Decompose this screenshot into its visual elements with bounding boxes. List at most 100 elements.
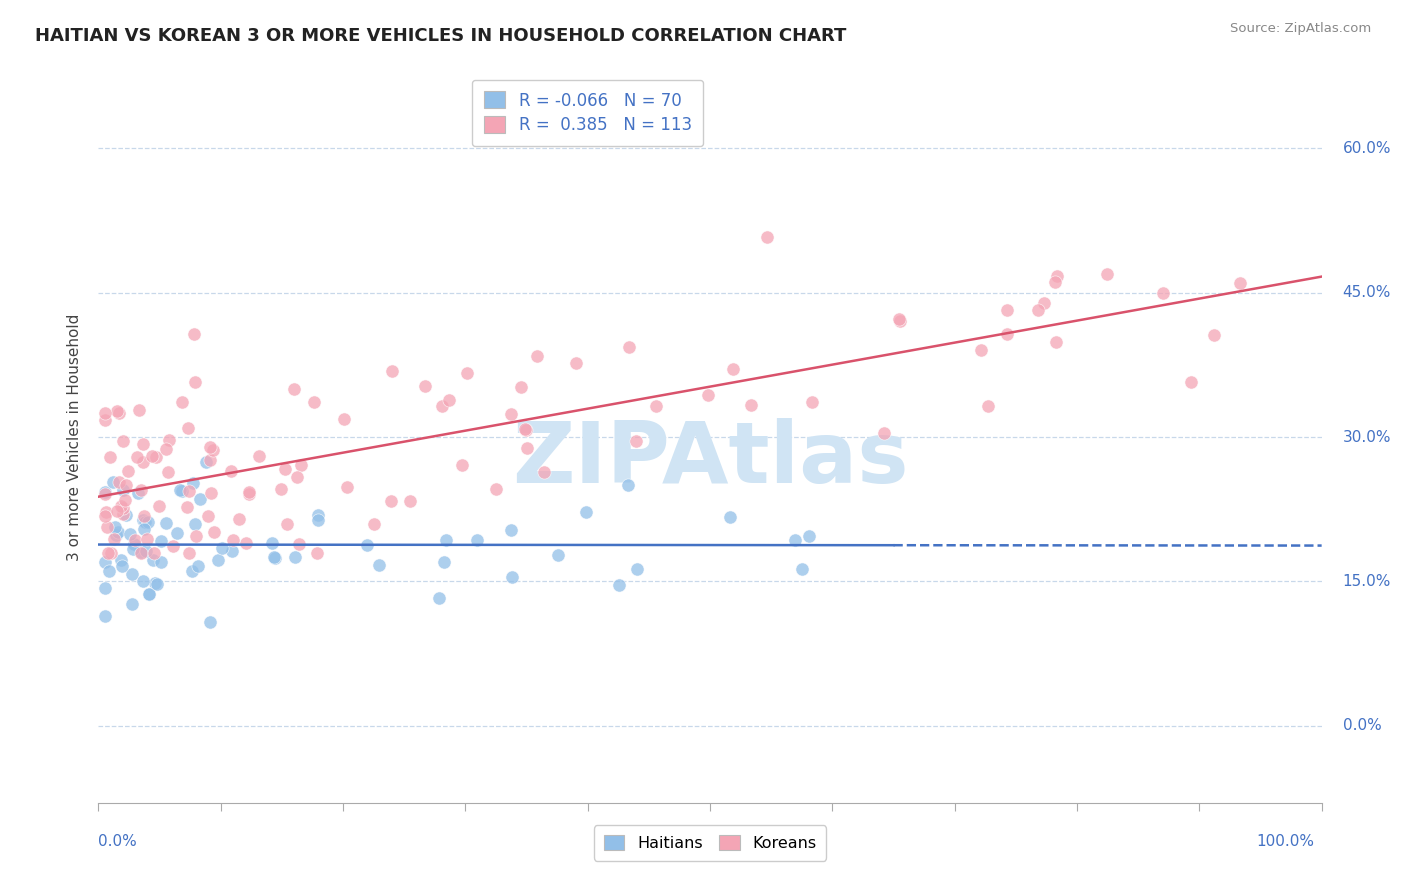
Point xyxy=(177,421,200,435)
Point xyxy=(451,458,474,472)
Point xyxy=(97,545,120,559)
Point xyxy=(575,505,598,519)
Point xyxy=(117,463,139,477)
Point xyxy=(270,482,292,496)
Point xyxy=(626,562,648,576)
Point xyxy=(146,577,169,591)
Point xyxy=(1045,275,1067,289)
Point xyxy=(184,517,207,532)
Text: 45.0%: 45.0% xyxy=(1343,285,1391,301)
Point xyxy=(211,541,233,555)
Text: HAITIAN VS KOREAN 3 OR MORE VEHICLES IN HOUSEHOLD CORRELATION CHART: HAITIAN VS KOREAN 3 OR MORE VEHICLES IN … xyxy=(35,27,846,45)
Point xyxy=(723,361,745,376)
Point xyxy=(202,524,225,539)
Point xyxy=(129,545,152,559)
Point xyxy=(356,538,378,552)
Point xyxy=(617,340,640,354)
Point xyxy=(181,476,204,491)
Point xyxy=(112,434,135,448)
Point xyxy=(207,553,229,567)
Point xyxy=(149,555,172,569)
Point xyxy=(143,545,166,559)
Point xyxy=(93,413,115,427)
Text: 0.0%: 0.0% xyxy=(98,834,138,849)
Point xyxy=(98,450,121,465)
Point xyxy=(235,536,257,550)
Point xyxy=(399,494,422,508)
Point xyxy=(456,366,478,380)
Y-axis label: 3 or more Vehicles in Household: 3 or more Vehicles in Household xyxy=(67,313,83,561)
Point xyxy=(108,475,131,489)
Point xyxy=(197,509,219,524)
Point xyxy=(129,545,152,559)
Point xyxy=(145,450,167,465)
Point xyxy=(499,407,522,421)
Point xyxy=(103,532,125,546)
Point xyxy=(176,500,198,514)
Point xyxy=(290,458,312,472)
Point xyxy=(1045,334,1067,349)
Text: 30.0%: 30.0% xyxy=(1343,430,1391,444)
Point xyxy=(977,400,1000,414)
Point xyxy=(333,412,356,426)
Point xyxy=(93,486,115,500)
Point xyxy=(179,483,201,498)
Point xyxy=(180,564,202,578)
Point xyxy=(124,533,146,548)
Point xyxy=(287,537,309,551)
Point xyxy=(115,508,138,522)
Point xyxy=(439,392,461,407)
Point xyxy=(304,395,326,409)
Point xyxy=(887,311,910,326)
Point xyxy=(129,483,152,497)
Point xyxy=(263,549,285,564)
Point xyxy=(93,485,115,500)
Point xyxy=(114,493,136,508)
Text: 15.0%: 15.0% xyxy=(1343,574,1391,589)
Point xyxy=(108,405,131,419)
Point xyxy=(1229,276,1251,290)
Point xyxy=(96,520,118,534)
Point xyxy=(155,516,177,531)
Point xyxy=(1095,267,1118,281)
Point xyxy=(626,434,648,448)
Point xyxy=(565,356,588,370)
Point xyxy=(995,303,1018,318)
Point xyxy=(1204,328,1226,343)
Point xyxy=(533,465,555,479)
Point xyxy=(276,516,298,531)
Point xyxy=(131,513,153,527)
Point xyxy=(997,327,1019,342)
Point xyxy=(149,534,172,549)
Point xyxy=(262,536,284,550)
Point xyxy=(380,494,402,508)
Point xyxy=(112,483,135,497)
Point xyxy=(121,567,143,582)
Point xyxy=(1046,269,1069,284)
Point xyxy=(501,523,523,537)
Point xyxy=(162,539,184,553)
Text: Source: ZipAtlas.com: Source: ZipAtlas.com xyxy=(1230,22,1371,36)
Point xyxy=(141,450,163,464)
Point xyxy=(107,524,129,539)
Point xyxy=(184,375,207,389)
Point xyxy=(792,562,814,576)
Point xyxy=(415,378,437,392)
Point xyxy=(308,508,330,523)
Point xyxy=(132,437,155,451)
Point xyxy=(105,404,128,418)
Point xyxy=(800,395,823,409)
Point xyxy=(607,578,630,592)
Point xyxy=(740,398,762,412)
Point xyxy=(97,564,120,578)
Point xyxy=(1032,295,1054,310)
Point xyxy=(970,343,993,357)
Point xyxy=(111,507,134,521)
Point xyxy=(1180,375,1202,389)
Point xyxy=(138,587,160,601)
Point xyxy=(249,449,271,463)
Text: 0.0%: 0.0% xyxy=(1343,718,1382,733)
Point xyxy=(238,486,260,500)
Point xyxy=(128,403,150,417)
Point xyxy=(467,533,489,548)
